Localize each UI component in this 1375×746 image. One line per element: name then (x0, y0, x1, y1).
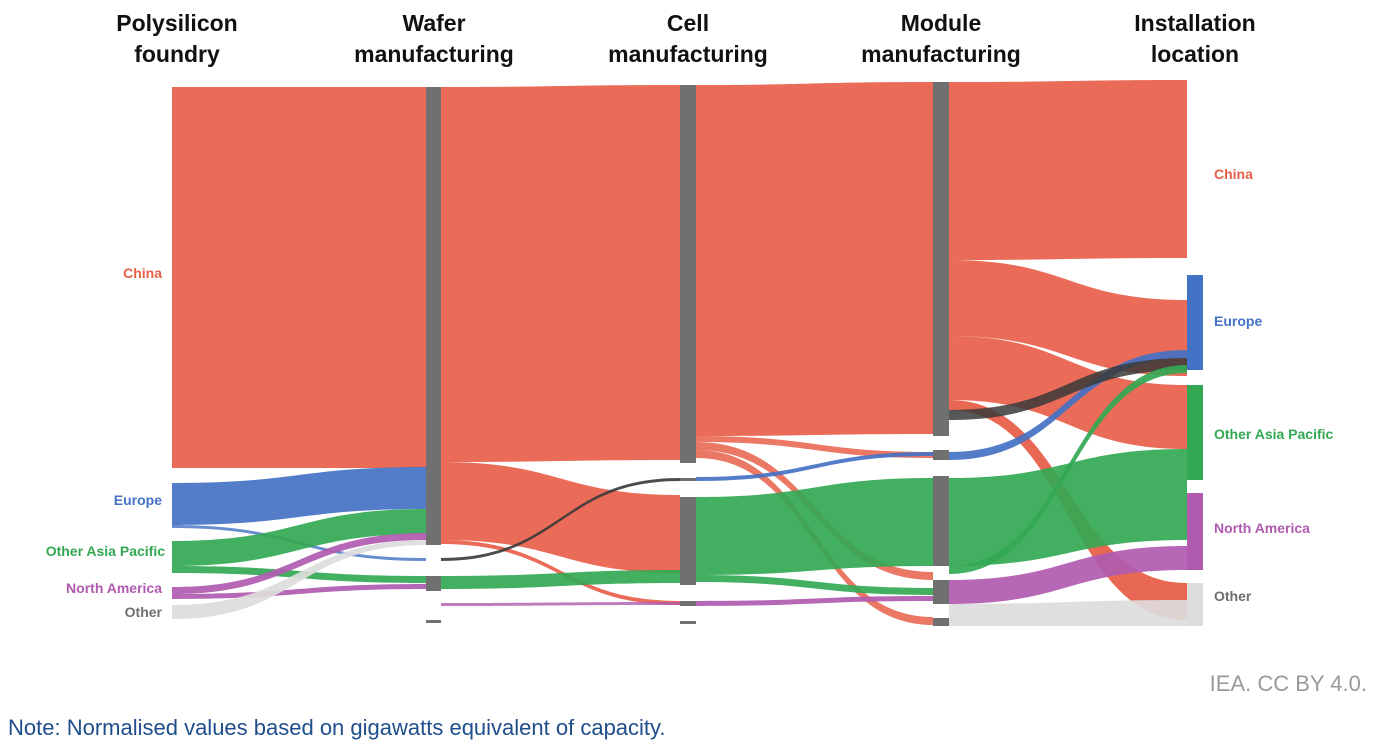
flow-cell-apac-to-module-apac (696, 478, 933, 575)
stage-title-polysilicon: Polysilicon foundry (116, 10, 238, 67)
stage-title-module: Module manufacturing (861, 10, 1021, 67)
cell-node-europe (680, 478, 696, 481)
credit-text: IEA. CC BY 4.0. (1209, 671, 1367, 696)
module-node-other (933, 618, 949, 626)
module-node-europe (933, 450, 949, 460)
source-label-europe: Europe (114, 492, 162, 508)
flow-module-other-to-install-other (949, 600, 1187, 626)
module-node-apac (933, 476, 949, 566)
destination-label-china: China (1214, 166, 1253, 182)
flow-module-apac-to-install-apac (949, 449, 1187, 566)
flow-cell-na-to-module-na (696, 596, 933, 606)
source-label-other-asia-pacific: Other Asia Pacific (46, 543, 166, 559)
flow-cell-china-to-module-china (696, 82, 933, 436)
flow-china-to-wafer-china (172, 87, 426, 468)
flow-module-apac-to-install-europe (949, 365, 1187, 574)
destination-label-other-asia-pacific: Other Asia Pacific (1214, 426, 1334, 442)
source-label-china: China (123, 265, 162, 281)
stage-title-installation: Installation location (1134, 10, 1256, 67)
flow-wafer-china-to-cell-na (441, 540, 680, 605)
module-node-na (933, 580, 949, 604)
flow-cell-europe-to-module-europe (696, 452, 933, 481)
flow-module-china-to-install-china (949, 80, 1187, 260)
install-node-apac (1187, 385, 1203, 480)
flow-na-to-wafer-china (172, 533, 426, 594)
flow-module-to-install-europe-dark (949, 358, 1187, 420)
cell-node-na (680, 601, 696, 606)
flow-module-na-to-install-na (949, 546, 1187, 604)
flow-wafer-china-to-cell-china (441, 85, 680, 462)
flow-cell-apac-to-module-na (696, 575, 933, 595)
source-label-north-america: North America (66, 580, 162, 596)
region-labels: China Europe Other Asia Pacific North Am… (46, 166, 1334, 620)
flow-bands (172, 80, 1187, 626)
wafer-node-china (426, 87, 441, 545)
flow-europe-to-wafer-china (172, 467, 426, 525)
cell-node-china (680, 85, 696, 463)
flow-module-europe-to-install-europe (949, 350, 1187, 460)
note-text: Note: Normalised values based on gigawat… (8, 715, 666, 740)
install-node-na (1187, 493, 1203, 570)
flow-other-to-wafer (172, 540, 426, 619)
source-label-other: Other (125, 604, 163, 620)
flow-module-china-to-install-europe-area (949, 260, 1187, 376)
flow-cell-china-to-module-europe (696, 436, 933, 458)
wafer-node-apac (426, 576, 441, 591)
destination-label-other: Other (1214, 588, 1252, 604)
cell-node-apac (680, 497, 696, 585)
flow-na-to-wafer-na (172, 584, 426, 599)
module-node-china (933, 82, 949, 436)
stage-title-cell: Cell manufacturing (608, 10, 768, 67)
wafer-node-other (426, 620, 441, 623)
stage-nodes (426, 82, 1203, 626)
flow-wafer-apac-to-cell-apac (441, 570, 680, 589)
flow-wafer-to-cell-europe (441, 478, 680, 561)
flow-wafer-na-to-cell-na (441, 602, 680, 606)
destination-label-europe: Europe (1214, 313, 1262, 329)
flow-wafer-china-to-cell-apac (441, 462, 680, 573)
destination-label-north-america: North America (1214, 520, 1310, 536)
stage-title-wafer: Wafer manufacturing (354, 10, 514, 67)
cell-node-other (680, 621, 696, 624)
flow-apac-to-wafer-china (172, 509, 426, 566)
install-node-europe (1187, 275, 1203, 370)
sankey-diagram: China Europe Other Asia Pacific North Am… (46, 80, 1334, 626)
install-node-other (1187, 583, 1203, 626)
